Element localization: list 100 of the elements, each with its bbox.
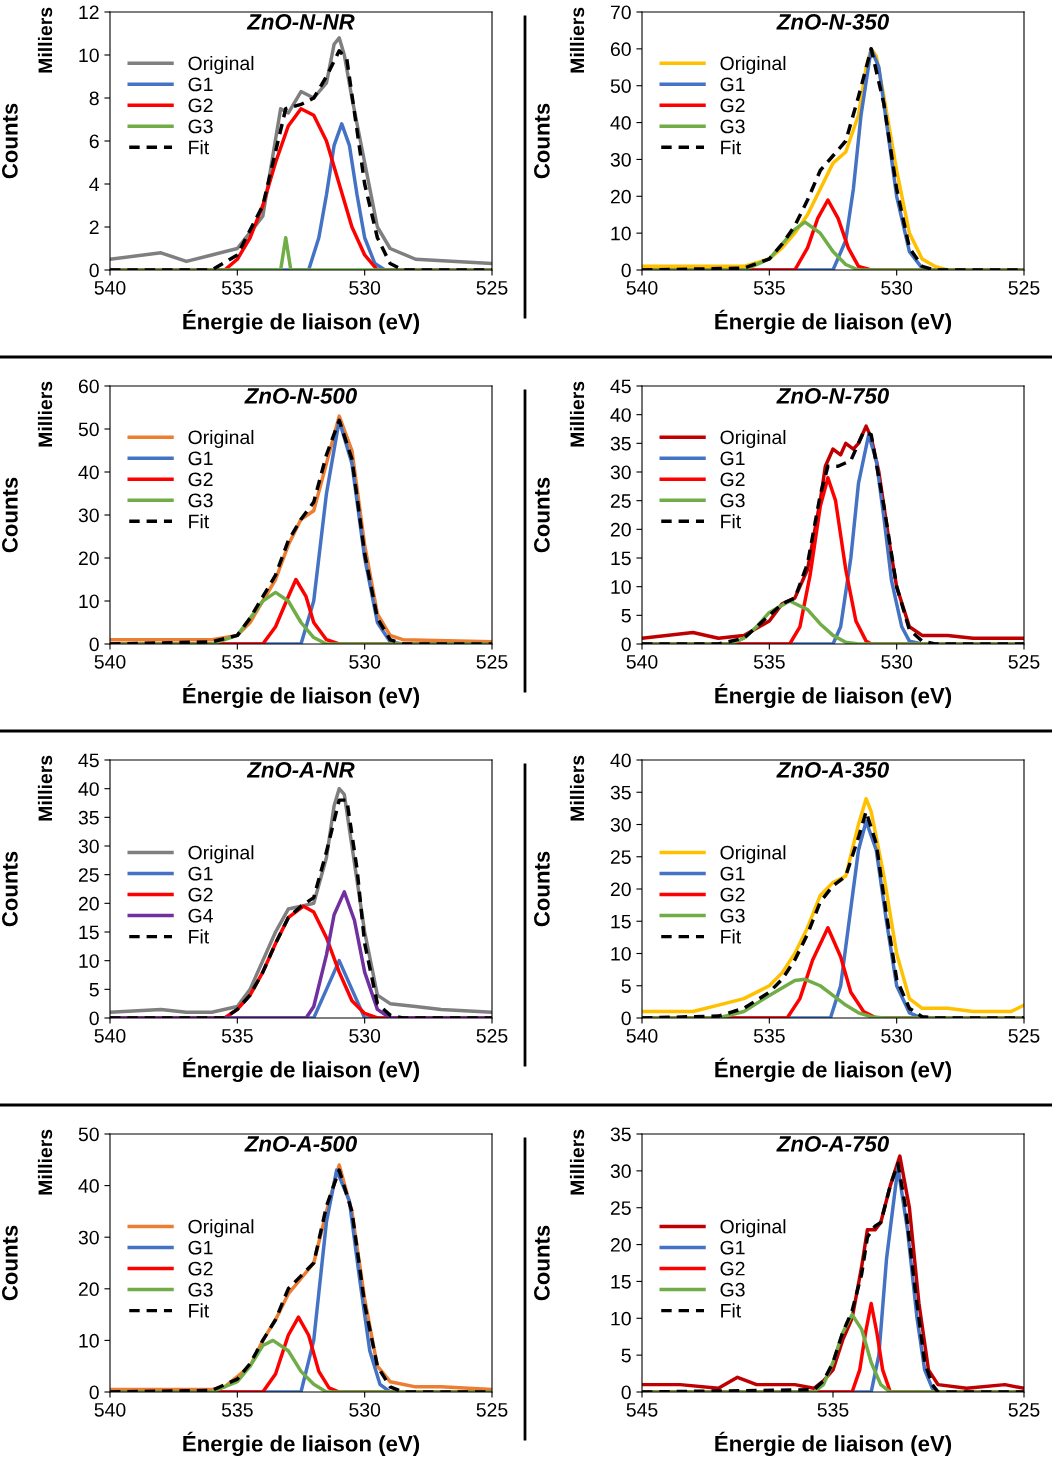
y-tick-label: 30 [78,839,99,854]
y-tick-label: 30 [78,508,99,523]
x-tick-label: 525 [1008,280,1040,295]
y-tick-label: 40 [610,753,631,768]
y-tick-label: 10 [611,580,631,594]
y-axis-title: Counts [2,477,18,553]
y-tick-label: 5 [621,979,631,993]
legend-label: G2 [720,472,745,487]
y-tick-label: 6 [89,134,99,149]
y-tick-label: 20 [610,189,631,204]
y-tick-label: 30 [610,1164,631,1179]
x-tick-label: 525 [476,654,508,669]
y-tick-label: 25 [610,850,631,864]
legend-label: Original [188,55,254,75]
x-tick-label: 525 [1008,1402,1040,1417]
legend-label: Original [188,429,254,449]
legend-label: G2 [720,1261,745,1276]
x-axis-title: Énergie de liaison (eV) [715,683,952,709]
x-axis-title: Énergie de liaison (eV) [183,309,420,335]
y-tick-label: 40 [78,782,99,796]
x-tick-label: 540 [94,280,126,295]
y-tick-label: 10 [79,1333,99,1348]
y-tick-label: 5 [89,983,99,997]
legend-label: G2 [720,98,745,113]
y-tick-label: 30 [610,465,631,480]
x-tick-label: 530 [349,280,381,295]
chart-title: ZnO-A-NR [246,761,355,778]
text: Milliers [37,7,53,73]
x-tick-label: 535 [753,1028,785,1043]
legend-label: Fit [721,929,742,944]
legend-label: G1 [188,1240,213,1255]
chart-title: ZnO-A-750 [776,1135,889,1152]
text: Milliers [37,1129,53,1195]
y-axis-title: Counts [2,103,18,179]
y-tick-label: 45 [78,753,99,768]
x-axis-title: Énergie de liaison (eV) [183,1057,420,1083]
y-tick-label: 2 [89,220,99,235]
y-tick-label: 50 [610,79,631,93]
y-tick-label: 40 [78,1179,99,1193]
x-tick-label: 525 [476,1028,508,1043]
legend-label: Fit [189,929,210,944]
y-tick-label: 15 [611,914,631,929]
x-tick-label: 540 [626,1028,658,1043]
y-tick-label: 20 [610,882,631,897]
y-tick-label: 10 [79,594,99,609]
y-tick-label: 0 [89,1011,99,1026]
x-tick-label: 530 [881,1028,913,1043]
y-tick-label: 8 [89,91,99,106]
legend-label: G1 [188,866,213,881]
x-axis-title: Énergie de liaison (eV) [715,1431,952,1457]
y-tick-label: 40 [610,408,631,422]
x-tick-label: 540 [626,654,658,669]
legend-label: G2 [720,887,745,902]
x-tick-label: 535 [817,1402,849,1417]
legend-label: G1 [188,77,213,92]
x-tick-label: 545 [626,1403,658,1417]
x-axis-title: Énergie de liaison (eV) [183,1431,420,1457]
y-tick-label: 70 [610,5,631,20]
legend-label: G3 [188,119,213,134]
y-tick-label: 15 [79,925,99,940]
legend-label: G2 [188,887,213,902]
y-axis-title: Counts [534,851,550,927]
y-tick-label: 20 [610,1238,631,1252]
y-tick-label: 20 [78,1282,99,1297]
y-tick-label: 25 [78,868,99,882]
x-tick-label: 525 [476,280,508,295]
chart-title: ZnO-N-350 [776,13,889,30]
y-tick-label: 25 [610,1201,631,1215]
legend-label: G3 [188,493,213,508]
legend-label: Original [720,845,786,864]
x-tick-label: 525 [476,1402,508,1417]
y-tick-label: 45 [610,379,631,394]
text: Milliers [569,381,585,447]
x-axis-title: Énergie de liaison (eV) [183,683,420,709]
legend-label: Fit [721,514,742,529]
legend-label: G2 [188,1261,213,1276]
legend-label: Fit [721,140,742,155]
y-tick-label: 4 [89,177,100,192]
legend-label: Original [720,429,786,449]
legend-label: G3 [188,1282,213,1297]
y-tick-label: 50 [78,422,99,437]
y-tick-label: 10 [611,1311,631,1326]
x-tick-label: 535 [221,654,253,669]
x-tick-label: 535 [753,280,785,295]
legend-label: Fit [721,1303,742,1318]
y-tick-label: 60 [610,42,631,57]
y-tick-label: 0 [89,1385,99,1400]
x-tick-label: 535 [753,654,785,669]
y-tick-label: 20 [78,551,99,566]
y-tick-label: 15 [611,551,631,566]
x-tick-label: 535 [221,1028,253,1043]
x-tick-label: 530 [349,1402,381,1417]
y-tick-label: 35 [610,785,631,800]
legend-label: G1 [188,451,213,466]
y-tick-label: 40 [610,116,631,130]
y-axis-title: Counts [534,477,550,553]
y-tick-label: 5 [621,609,631,623]
text: Milliers [569,1129,585,1195]
x-tick-label: 525 [1008,654,1040,669]
chart-title: ZnO-A-350 [776,761,889,778]
